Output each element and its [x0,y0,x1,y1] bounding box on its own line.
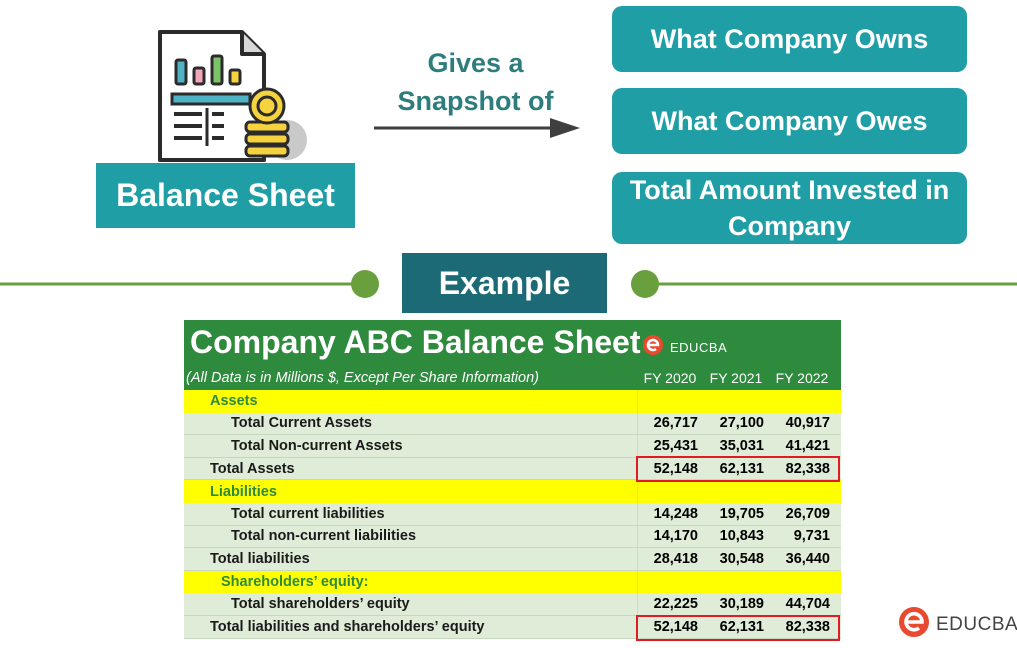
table-row: Total current liabilities 14,248 19,705 … [184,503,841,526]
table-row: Total liabilities and shareholders’ equi… [184,616,841,639]
row-values: 26,717 27,100 40,917 [637,412,841,435]
table-note: (All Data is in Millions $, Except Per S… [186,370,539,386]
row-label: Total Current Assets [231,415,372,432]
row-label: Total shareholders’ equity [231,596,410,613]
row-label: Liabilities [184,480,637,503]
total-assets-highlight [636,456,840,482]
row-values: 52,148 62,131 82,338 [637,457,841,480]
invested-pill: Total Amount Invested in Company [612,172,967,244]
cell-value: 25,431 [653,437,698,454]
cell-value: 35,031 [719,437,764,454]
cell-value: 52,148 [653,460,698,477]
table-title: Company ABC Balance Sheet [190,324,641,360]
cell-value: 14,170 [653,528,698,545]
row-values: 14,248 19,705 26,709 [637,503,841,525]
cell-value: 10,843 [719,528,764,545]
row-label: Total liabilities and shareholders’ equi… [210,618,485,635]
row-values: 52,148 62,131 82,338 [637,616,841,638]
section-divider [0,264,1017,304]
row-label: Shareholders’ equity: [184,570,637,594]
educba-logo-icon [642,334,664,361]
row-values: 14,170 10,843 9,731 [637,525,841,548]
table-row: Total Current Assets 26,717 27,100 40,91… [184,412,841,436]
row-values [637,570,841,594]
cell-value: 62,131 [719,618,764,635]
owes-pill: What Company Owes [612,88,967,154]
row-values [637,480,841,503]
table-logo-text: EDUCBA [670,340,728,355]
table-header: Company ABC Balance Sheet EDUCBA (All Da… [184,320,841,390]
cell-value: 52,148 [653,618,698,635]
row-label: Total non-current liabilities [231,528,417,545]
row-label: Total liabilities [210,550,310,567]
right-arrow-icon [374,116,584,140]
row-values: 22,225 30,189 44,704 [637,593,841,615]
balance-sheet-table: Company ABC Balance Sheet EDUCBA (All Da… [184,320,841,642]
table-row: Total shareholders’ equity 22,225 30,189… [184,593,841,616]
cell-value: 22,225 [653,596,698,613]
cell-value: 26,709 [785,505,830,522]
row-label: Total Assets [210,460,295,477]
row-values: 25,431 35,031 41,421 [637,435,841,457]
cell-value: 82,338 [785,618,830,635]
total-liabilities-equity-highlight [636,615,840,641]
educba-logo-icon [898,606,930,643]
table-row: Shareholders’ equity: [184,570,841,594]
cell-value: 41,421 [785,437,830,454]
row-values [637,390,841,413]
row-label: Total Non-current Assets [231,437,403,454]
cell-value: 14,248 [653,505,698,522]
cell-value: 44,704 [785,596,830,613]
table-row: Total non-current liabilities 14,170 10,… [184,525,841,549]
cell-value: 30,189 [719,596,764,613]
table-row: Assets [184,390,841,413]
owns-pill: What Company Owns [612,6,967,72]
balance-sheet-document-icon [150,28,315,168]
cell-value: 9,731 [793,528,830,545]
educba-footer-logo: EDUCBA [898,606,1017,643]
row-label: Assets [184,390,637,413]
gives-line-2: Snapshot of [397,86,554,116]
table-row: Liabilities [184,480,841,503]
row-label: Total current liabilities [231,505,385,522]
balance-sheet-label: Balance Sheet [96,163,355,228]
gives-snapshot-text: Gives a Snapshot of [388,44,563,120]
example-label: Example [402,253,607,313]
table-row: Total Assets 52,148 62,131 82,338 [184,457,841,481]
row-values: 28,418 30,548 36,440 [637,548,841,570]
cell-value: 62,131 [719,460,764,477]
table-row: Total liabilities 28,418 30,548 36,440 [184,548,841,571]
table-row: Total Non-current Assets 25,431 35,031 4… [184,435,841,458]
cell-value: 30,548 [719,550,764,567]
cell-value: 27,100 [719,415,764,432]
educba-footer-text: EDUCBA [936,613,1017,635]
cell-value: 26,717 [653,415,698,432]
gives-line-1: Gives a [427,48,524,78]
year-header: FY 2022 [775,370,829,386]
cell-value: 36,440 [785,550,830,567]
cell-value: 40,917 [785,415,830,432]
cell-value: 82,338 [785,460,830,477]
cell-value: 19,705 [719,505,764,522]
year-header: FY 2020 [643,370,697,386]
table-logo: EDUCBA [642,334,727,361]
cell-value: 28,418 [653,550,698,567]
year-header: FY 2021 [709,370,763,386]
